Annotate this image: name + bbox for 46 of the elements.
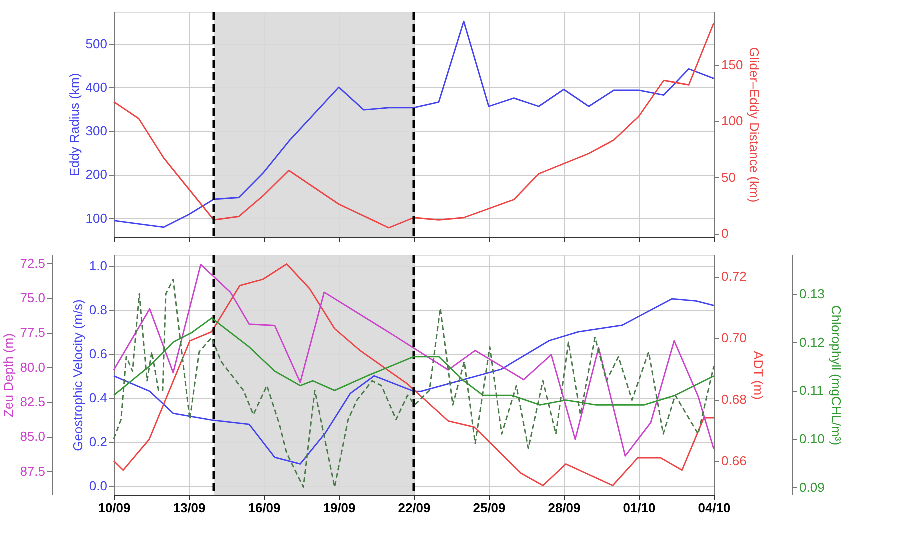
y2-tick-label: 0.13	[800, 286, 825, 302]
y-tick-label: 500	[86, 36, 108, 52]
y-tick-label: 200	[86, 167, 108, 182]
y2-tick-label: 50	[722, 170, 736, 185]
y-tick-label: 400	[86, 80, 108, 95]
x-tick-label: 19/09	[323, 500, 356, 516]
y-axis-title: Geostrophic Velocity (m/s)	[70, 300, 86, 452]
y2-tick-label: 150	[722, 57, 744, 72]
y2-tick-label: 0.11	[800, 383, 824, 398]
y2-tick-label: 0.68	[722, 392, 747, 408]
y3-tick-label: 77.5	[20, 325, 46, 340]
y3-tick-label: 82.5	[20, 394, 46, 410]
x-tick-label: 22/09	[398, 500, 431, 516]
y3-tick-label: 87.5	[20, 464, 46, 479]
y3-tick-label: 72.5	[20, 256, 46, 271]
y3-tick-label: 80.0	[20, 360, 46, 375]
y3-tick-label: 85.0	[20, 429, 46, 444]
x-tick-label: 28/09	[548, 500, 581, 516]
x-tick-label: 16/09	[248, 500, 281, 516]
y2-axis-title: Glider–Eddy Distance (km)	[747, 47, 762, 203]
y2-axis-title: ADT (m)	[750, 351, 766, 400]
x-tick-label: 10/09	[98, 500, 131, 516]
y3-axis-title: Zeu Depth (m)	[1, 334, 16, 418]
x-tick-label: 25/09	[473, 500, 506, 516]
y2-tick-label: 0	[722, 226, 729, 242]
y-tick-label: 0.0	[89, 478, 108, 494]
y2-tick-label: 0.66	[722, 454, 747, 469]
x-tick-label: 13/09	[173, 500, 206, 516]
y2-tick-label: 0.12	[800, 334, 825, 350]
x-tick-label: 01/10	[623, 500, 656, 516]
y-tick-label: 0.6	[89, 346, 108, 362]
y-axis-title: Eddy Radius (km)	[66, 73, 82, 177]
y-tick-label: 0.8	[89, 302, 108, 318]
y-tick-label: 0.2	[89, 434, 108, 450]
y-tick-label: 0.4	[89, 390, 108, 406]
y2-tick-label: 0.09	[800, 480, 825, 495]
y2-tick-label: 100	[722, 114, 744, 129]
x-tick-label: 04/10	[698, 500, 731, 516]
y-tick-label: 300	[86, 124, 108, 139]
y2-axis-title: Chlorophyll (mgCHL/m³)	[828, 305, 844, 446]
y2-tick-label: 0.72	[722, 269, 747, 284]
y-tick-label: 1.0	[89, 258, 108, 274]
y2-tick-label: 0.10	[800, 431, 825, 446]
y-tick-label: 100	[86, 210, 108, 226]
y2-tick-label: 0.70	[722, 330, 747, 346]
y3-tick-label: 75.0	[20, 290, 46, 306]
